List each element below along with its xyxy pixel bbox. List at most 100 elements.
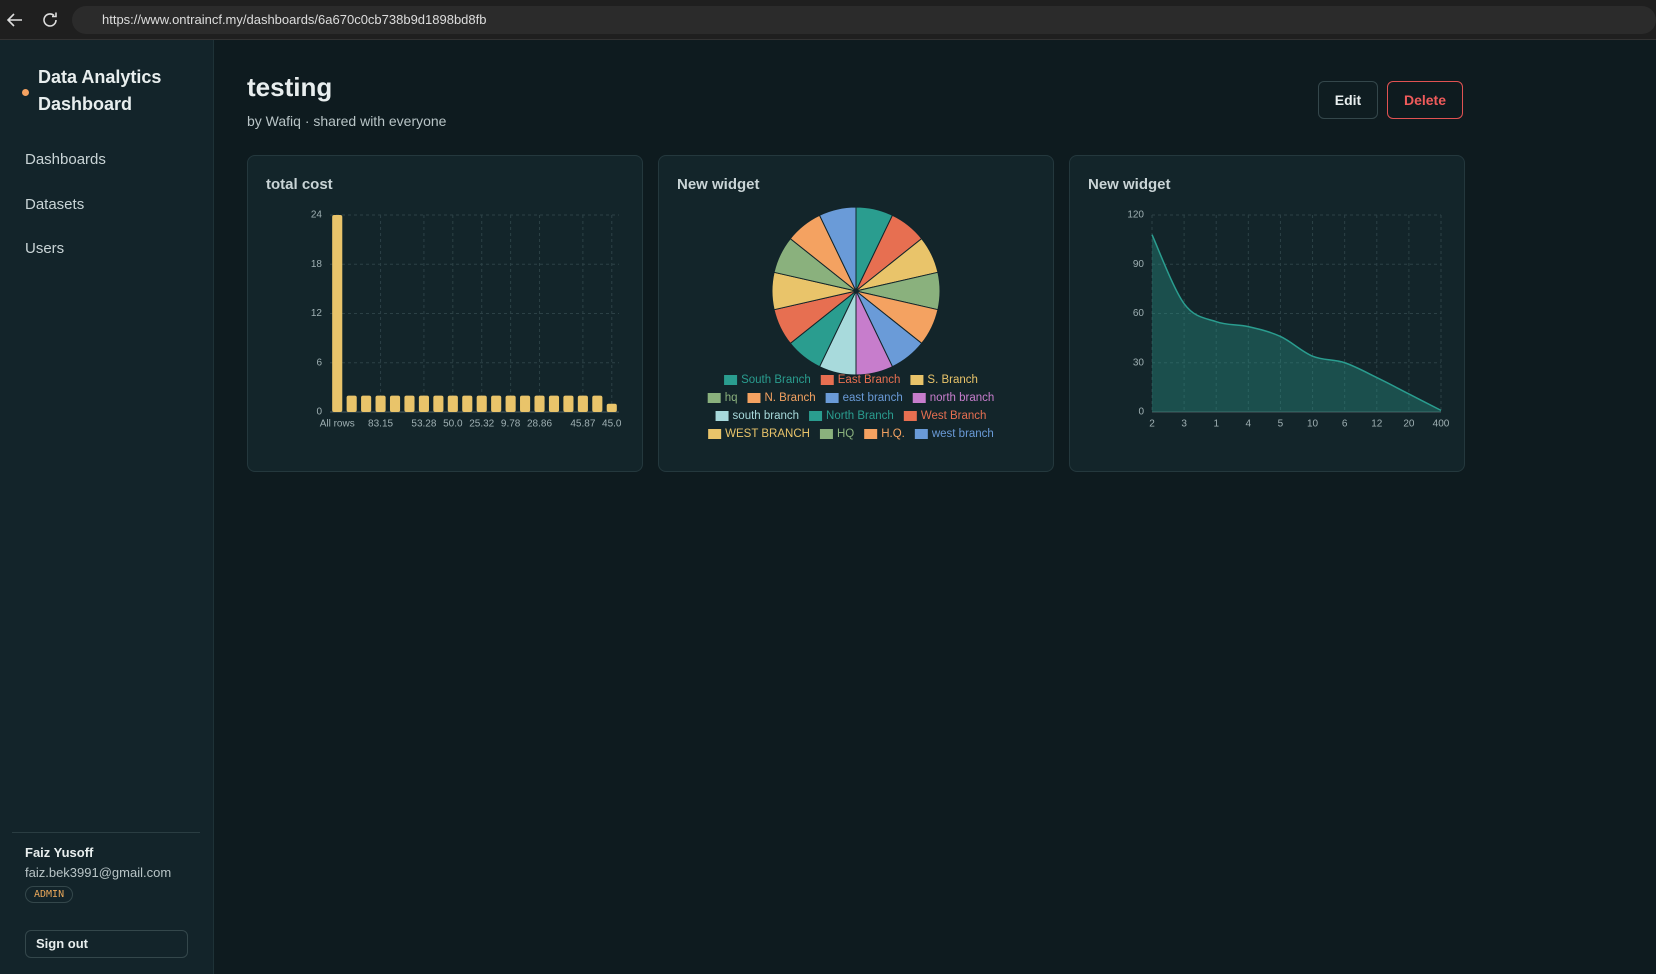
bar (577, 395, 588, 412)
legend-swatch (914, 429, 928, 439)
legend-label: north branch (930, 392, 995, 404)
legend-label: south branch (733, 410, 800, 422)
legend-swatch (715, 411, 729, 421)
legend-label: East Branch (838, 374, 901, 386)
y-tick-label: 0 (316, 407, 322, 418)
bar (606, 403, 617, 412)
legend-label: WEST BRANCH (725, 428, 810, 440)
legend-swatch (864, 429, 878, 439)
legend-swatch (707, 393, 721, 403)
brand: Data Analytics Dashboard (38, 67, 162, 114)
widget-title: total cost (266, 176, 333, 193)
legend-label: hq (725, 392, 738, 404)
x-tick-label: 4 (1246, 419, 1252, 430)
legend-label: West Branch (921, 410, 987, 422)
browser-controls (6, 12, 57, 27)
legend-label: North Branch (826, 410, 894, 422)
sidebar: Data Analytics Dashboard Dashboards Data… (0, 40, 214, 974)
chart: New widget South Branch East Branch S. Bran… (677, 176, 995, 440)
role-badge: ADMIN (25, 886, 74, 903)
x-tick-label: 12 (1371, 419, 1383, 430)
bar (491, 395, 502, 412)
sign-out-button[interactable]: Sign out (25, 930, 188, 958)
widget-title: New widget (1088, 176, 1171, 193)
legend-swatch (903, 411, 917, 421)
x-tick-label: 50.0 (443, 419, 463, 430)
legend-swatch (825, 393, 839, 403)
pie-slice (818, 206, 857, 292)
bar (375, 395, 386, 412)
bar (563, 395, 574, 412)
x-tick-label: 1 (1213, 419, 1219, 430)
x-tick-label: 45.87 (570, 419, 595, 430)
user-email: faiz.bek3991@gmail.com (25, 865, 172, 880)
area (1152, 234, 1441, 412)
bar (332, 215, 343, 412)
legend-label: N. Branch (764, 392, 815, 404)
legend-label: HQ (837, 428, 854, 440)
x-tick-label: 45.0 (602, 419, 622, 430)
legend-swatch (819, 429, 833, 439)
line (1151, 234, 1442, 412)
bar (548, 395, 560, 412)
divider (12, 832, 200, 833)
widget: New widget South Branch East Branch S. Bran… (658, 155, 1054, 472)
y-tick-label: 12 (311, 308, 323, 319)
x-tick-label: 20 (1403, 419, 1415, 430)
delete-button[interactable]: Delete (1387, 81, 1463, 119)
y-tick-label: 0 (1138, 407, 1144, 418)
chart: total cost 0 6 12 18 24 All rows 83.15 53.28 50.0… (266, 176, 622, 430)
legend-swatch (910, 375, 924, 385)
chart: New widget 0 30 60 90 120 2 3 1 4 5 10 6 12 20 400 (1088, 176, 1450, 430)
nav-item[interactable]: Users (25, 240, 65, 257)
legend-swatch (912, 393, 926, 403)
bar (404, 395, 415, 412)
x-tick-label: 400 (1433, 419, 1450, 430)
legend-label: South Branch (741, 374, 811, 386)
x-tick-label: 25.32 (469, 419, 494, 430)
x-tick-label: 83.15 (368, 419, 393, 430)
y-tick-label: 6 (316, 357, 322, 368)
x-tick-label: 2 (1149, 419, 1155, 430)
x-tick-label: 28.86 (527, 419, 552, 430)
x-tick-label: All rows (320, 419, 355, 430)
widget: New widget 0 30 60 90 120 2 3 1 4 5 10 6 12 20 400 (1069, 155, 1465, 472)
browser-bar: https://www.ontraincf.my/dashboards/6a67… (0, 0, 1656, 40)
legend-swatch (708, 429, 722, 439)
bar (534, 395, 545, 412)
x-tick-label: 53.28 (411, 419, 436, 430)
legend-swatch (747, 393, 761, 403)
bar (520, 395, 531, 412)
bar (361, 395, 372, 412)
dashboard-title: testing (247, 72, 333, 102)
widget: total cost 0 6 12 18 24 All rows 83.15 53.28 50.0… (247, 155, 643, 472)
legend-swatch (820, 375, 834, 385)
y-tick-label: 60 (1133, 308, 1145, 319)
y-tick-label: 18 (311, 259, 323, 270)
user-name: Faiz Yusoff (25, 845, 94, 860)
bar (505, 395, 516, 412)
x-tick-label: 5 (1278, 419, 1284, 430)
bar (418, 395, 429, 412)
x-tick-label: 10 (1307, 419, 1319, 430)
nav-item[interactable]: Dashboards (25, 151, 106, 168)
bar (447, 395, 458, 412)
legend-swatch (809, 411, 823, 421)
edit-button[interactable]: Edit (1318, 81, 1378, 119)
x-tick-label: 9.78 (501, 419, 521, 430)
legend-label: east branch (843, 392, 903, 404)
x-tick-label: 6 (1342, 419, 1348, 430)
nav-item[interactable]: Datasets (25, 196, 85, 213)
dashboard-subtitle: by Wafiq · shared with everyone (247, 113, 447, 129)
y-tick-label: 90 (1133, 259, 1145, 270)
address-bar[interactable]: https://www.ontraincf.my/dashboards/6a67… (72, 6, 1656, 34)
y-tick-label: 24 (311, 210, 323, 221)
bar (476, 395, 487, 412)
bar (433, 395, 444, 412)
legend-label: S. Branch (927, 374, 978, 386)
widget-title: New widget (677, 176, 760, 193)
y-tick-label: 30 (1133, 357, 1145, 368)
bar (592, 395, 603, 412)
legend-label: west branch (931, 428, 994, 440)
